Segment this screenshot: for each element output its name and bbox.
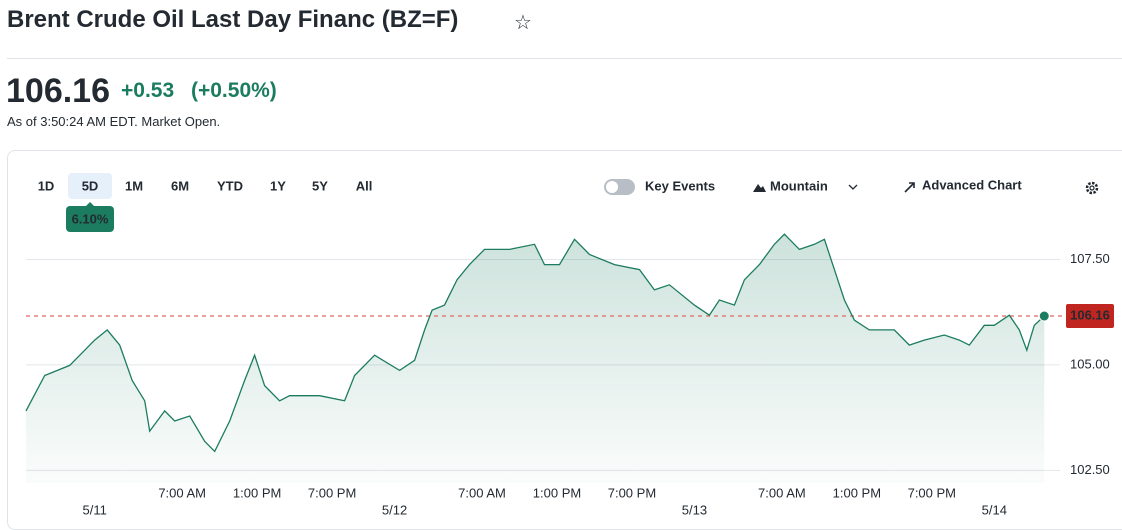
x-tick-label: 7:00 PM: [908, 485, 956, 500]
x-tick-label: 1:00 PM: [233, 485, 281, 500]
watchlist-star[interactable]: ☆: [514, 12, 532, 34]
price-line: [25, 233, 1045, 453]
mountain-icon: [753, 184, 766, 192]
range-button[interactable]: 1Y: [270, 178, 286, 193]
area: [26, 234, 1045, 483]
toggle-knob: [606, 181, 618, 193]
chart-type[interactable]: Mountain: [770, 178, 828, 193]
range-button[interactable]: All: [356, 178, 373, 193]
x-tick-label: 7:00 PM: [608, 485, 656, 500]
timestamp: As of 3:50:24 AM EDT. Market Open.: [7, 114, 221, 129]
x-tick-label: 7:00 AM: [458, 485, 506, 500]
range-button[interactable]: 5D: [82, 178, 99, 193]
settings-icon[interactable]: [1085, 181, 1099, 195]
settings-icon-core: [1089, 185, 1095, 191]
range-button[interactable]: 1D: [38, 178, 55, 193]
x-tick-label: 7:00 AM: [158, 485, 206, 500]
y-tick-label: 105.00: [1070, 356, 1110, 371]
advanced-chart[interactable]: Advanced Chart: [922, 177, 1022, 192]
x-tick-label: 1:00 PM: [833, 485, 881, 500]
range-button[interactable]: 5Y: [312, 178, 328, 193]
key-events[interactable]: Key Events: [645, 178, 715, 193]
title: Brent Crude Oil Last Day Financ (BZ=F): [7, 6, 459, 33]
divider: [7, 58, 1122, 59]
y-tick-label: 102.50: [1070, 462, 1110, 477]
x-tick-label: 7:00 PM: [308, 485, 356, 500]
range-badge-text: 6.10%: [72, 211, 109, 226]
date-tick-label: 5/11: [83, 502, 107, 517]
y-tick-label: 107.50: [1070, 251, 1110, 266]
x-tick-label: 1:00 PM: [533, 485, 581, 500]
price: 106.16: [6, 72, 110, 110]
date-tick-label: 5/14: [982, 502, 1007, 517]
change: +0.53: [121, 79, 175, 102]
range-button[interactable]: 6M: [171, 178, 189, 193]
range-highlight: [68, 173, 112, 199]
last-point: [1038, 310, 1050, 322]
date-tick-label: 5/13: [682, 502, 707, 517]
date-tick-label: 5/12: [382, 502, 407, 517]
reference-label: 106.16: [1070, 307, 1110, 322]
range-button[interactable]: YTD: [217, 178, 243, 193]
reference-label-box: [1066, 304, 1114, 329]
x-tick-label: 7:00 AM: [758, 485, 806, 500]
range-button[interactable]: 1M: [125, 178, 143, 193]
expand-icon: [904, 182, 915, 193]
badge-pointer: [85, 202, 95, 207]
change-percent: (+0.50%): [191, 79, 277, 102]
range-badge: [66, 206, 114, 232]
chevron: [848, 184, 858, 190]
